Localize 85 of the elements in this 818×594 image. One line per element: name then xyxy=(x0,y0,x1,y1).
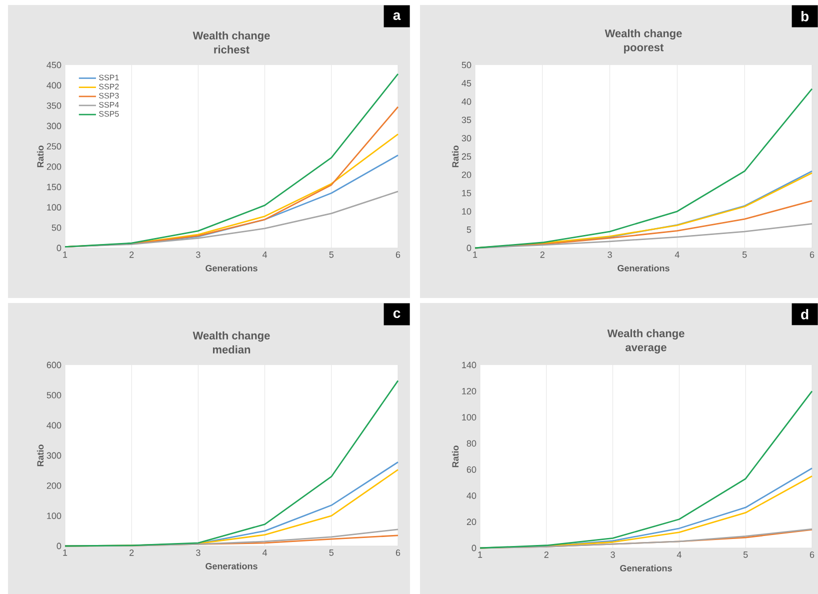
chart-title: Wealth change xyxy=(192,331,270,342)
y-axis-title: Ratio xyxy=(452,146,459,168)
y-tick-label: 35 xyxy=(462,116,472,124)
y-tick-label: 80 xyxy=(466,440,476,447)
x-tick-label: 2 xyxy=(544,552,548,558)
x-tick-label: 3 xyxy=(196,252,200,258)
chart-subtitle: richest xyxy=(214,45,250,54)
text: b xyxy=(801,11,809,22)
y-tick-label: 0 xyxy=(466,244,472,252)
y-tick-label: 0 xyxy=(472,544,476,552)
y-tick-label: 60 xyxy=(466,466,476,473)
chart-subtitle: poorest xyxy=(624,44,664,54)
y-tick-label: 140 xyxy=(462,362,476,368)
x-tick-label: 4 xyxy=(262,550,268,556)
y-tick-label: 40 xyxy=(466,492,476,499)
x-tick-label: 5 xyxy=(742,252,747,258)
x-tick-label: 6 xyxy=(396,252,400,258)
x-tick-label: 1 xyxy=(63,550,68,556)
y-tick-label: 0 xyxy=(56,542,62,550)
x-tick-label: 1 xyxy=(473,252,478,258)
y-tick-label: 100 xyxy=(47,204,62,211)
y-tick-label: 600 xyxy=(46,362,62,368)
y-axis-title: Ratio xyxy=(36,444,44,466)
chart-subtitle: median xyxy=(212,345,250,354)
legend-label: SSP4 xyxy=(99,102,119,108)
y-tick-label: 5 xyxy=(466,226,472,233)
y-tick-label: 45 xyxy=(462,80,472,86)
y-tick-label: 200 xyxy=(46,163,62,170)
x-tick-label: 3 xyxy=(196,550,200,556)
y-tick-label: 120 xyxy=(462,388,476,394)
chart-subtitle: average xyxy=(626,345,666,354)
x-tick-label: 3 xyxy=(608,252,612,258)
x-tick-label: 4 xyxy=(676,552,682,558)
x-tick-label: 5 xyxy=(329,252,334,258)
x-tick-label: 1 xyxy=(478,552,482,558)
y-tick-label: 0 xyxy=(56,244,62,252)
y-tick-label: 400 xyxy=(46,422,62,429)
y-tick-label: 25 xyxy=(462,153,472,160)
x-tick-label: 5 xyxy=(743,552,748,558)
x-axis-title: Generations xyxy=(620,564,672,572)
x-tick-label: 2 xyxy=(130,252,134,258)
y-tick-label: 100 xyxy=(47,512,62,520)
y-tick-label: 20 xyxy=(462,172,472,178)
chart-title: Wealth change xyxy=(192,31,270,42)
text: c xyxy=(393,310,400,318)
y-tick-label: 450 xyxy=(46,62,62,68)
x-tick-label: 3 xyxy=(610,552,615,558)
y-tick-label: 150 xyxy=(47,184,62,190)
x-tick-label: 6 xyxy=(810,552,814,558)
y-tick-label: 50 xyxy=(52,224,62,231)
text: a xyxy=(393,12,401,20)
x-tick-label: 2 xyxy=(130,550,134,556)
x-tick-label: 6 xyxy=(396,550,400,556)
legend-label: SSP3 xyxy=(99,92,119,99)
y-tick-label: 300 xyxy=(46,122,62,130)
text: d xyxy=(801,309,808,320)
y-tick-label: 10 xyxy=(462,208,472,215)
y-axis-title: Ratio xyxy=(452,446,459,468)
x-tick-label: 2 xyxy=(540,252,544,258)
y-tick-label: 500 xyxy=(46,392,62,398)
y-tick-label: 50 xyxy=(462,62,472,68)
x-axis-title: Generations xyxy=(206,264,258,272)
x-axis-title: Generations xyxy=(618,264,670,272)
legend-label: SSP1 xyxy=(99,74,119,80)
legend-label: SSP2 xyxy=(99,84,119,90)
y-tick-label: 30 xyxy=(462,135,472,142)
y-tick-label: 300 xyxy=(46,452,62,459)
x-tick-label: 1 xyxy=(63,252,68,258)
y-tick-label: 15 xyxy=(462,190,472,196)
x-tick-label: 6 xyxy=(810,252,814,258)
chart-title: Wealth change xyxy=(607,329,684,340)
legend-label: SSP5 xyxy=(99,111,119,117)
chart-title: Wealth change xyxy=(604,29,682,40)
x-tick-label: 4 xyxy=(674,252,680,258)
x-tick-label: 5 xyxy=(329,550,334,556)
y-tick-label: 400 xyxy=(46,82,62,89)
y-axis-title: Ratio xyxy=(36,146,44,168)
y-tick-label: 200 xyxy=(46,482,62,489)
y-tick-label: 250 xyxy=(46,143,62,150)
x-axis-title: Generations xyxy=(206,562,258,570)
y-tick-label: 100 xyxy=(462,414,476,420)
y-tick-label: 350 xyxy=(46,102,62,109)
y-tick-label: 20 xyxy=(466,518,476,526)
y-tick-label: 40 xyxy=(462,98,472,105)
x-tick-label: 4 xyxy=(262,252,268,258)
